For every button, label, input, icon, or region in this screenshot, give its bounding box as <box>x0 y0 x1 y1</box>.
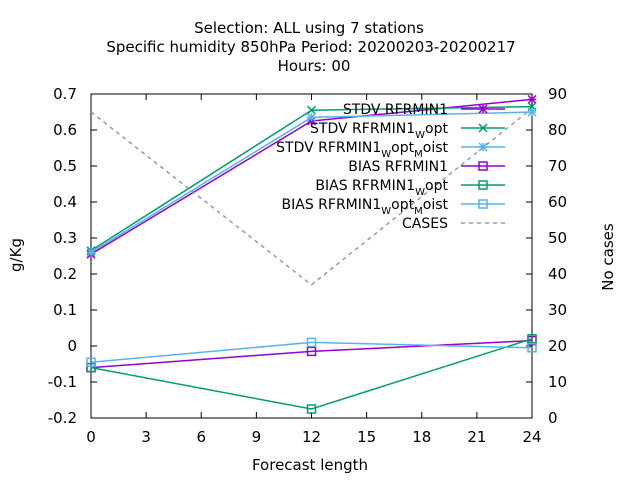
series-lines <box>86 94 537 414</box>
series-line-6 <box>90 341 533 363</box>
x-tick-label: 24 <box>522 428 541 446</box>
y2-tick-label: 80 <box>548 121 567 139</box>
y2-tick-label: 0 <box>548 409 558 427</box>
data-point <box>306 112 317 122</box>
y-tick-label: 0 <box>67 337 77 355</box>
legend-marker <box>478 142 488 152</box>
data-point <box>86 247 96 257</box>
legend-marker <box>478 104 488 114</box>
chart-title: Selection: ALL using 7 stations Specific… <box>106 19 515 75</box>
x-tick-label: 21 <box>467 428 486 446</box>
y-tick-label: 0.6 <box>53 121 77 139</box>
x-tick-label: 0 <box>86 428 96 446</box>
y-tick-label: -0.2 <box>48 409 77 427</box>
x-tick-label: 3 <box>141 428 151 446</box>
y2-tick-label: 50 <box>548 229 567 247</box>
series-line-7 <box>90 107 533 286</box>
title-line-3: Hours: 00 <box>278 57 351 75</box>
legend-label: STDV RFRMIN1 <box>343 102 448 118</box>
legend-label: BIAS RFRMIN1WoptMoist <box>282 197 449 217</box>
legend-marker <box>478 161 488 171</box>
x-tick-label: 9 <box>252 428 262 446</box>
x-tick-label: 18 <box>412 428 431 446</box>
axis-ticks: 0 3 6 9 12 15 18 21 24 -0.2 -0.1 0 0.1 0.2 0.3 0.4 0.5 0.… <box>48 85 567 446</box>
x-axis-label: Forecast length <box>252 456 368 474</box>
y-tick-label: 0.2 <box>53 265 77 283</box>
y-tick-label: 0.7 <box>53 85 77 103</box>
series-line-4 <box>90 339 533 369</box>
legend-marker <box>478 123 488 133</box>
y-axis-label: g/Kg <box>7 238 25 272</box>
data-point <box>86 362 96 373</box>
legend-label: BIAS RFRMIN1Wopt <box>315 178 448 198</box>
marker-stroke <box>306 105 317 115</box>
series-line-5 <box>90 338 533 410</box>
y2-tick-label: 40 <box>548 265 567 283</box>
title-line-2: Specific humidity 850hPa Period: 2020020… <box>106 38 515 56</box>
y2-tick-label: 60 <box>548 193 567 211</box>
y-tick-label: 0.3 <box>53 229 77 247</box>
legend-marker <box>478 180 488 190</box>
y2-tick-label: 20 <box>548 337 567 355</box>
y2-tick-label: 70 <box>548 157 567 175</box>
y2-tick-label: 30 <box>548 301 567 319</box>
legend-marker <box>478 199 488 209</box>
data-point <box>306 404 317 414</box>
y-tick-label: -0.1 <box>48 373 77 391</box>
marker-stroke <box>478 123 488 133</box>
y-tick-label: 0.1 <box>53 301 77 319</box>
data-point <box>527 334 537 344</box>
x-tick-label: 6 <box>196 428 206 446</box>
x-tick-label: 15 <box>357 428 376 446</box>
y2-tick-label: 10 <box>548 373 567 391</box>
title-line-1: Selection: ALL using 7 stations <box>194 19 424 37</box>
x-tick-label: 12 <box>302 428 321 446</box>
data-point <box>527 94 537 104</box>
legend-label: STDV RFRMIN1WoptMoist <box>276 140 448 160</box>
y2-tick-label: 90 <box>548 85 567 103</box>
data-point <box>306 337 317 348</box>
data-point <box>527 343 537 353</box>
y-tick-label: 0.4 <box>53 193 77 211</box>
data-point <box>86 357 96 367</box>
y2-axis-label: No cases <box>599 223 617 291</box>
data-point <box>306 346 317 357</box>
legend-label: CASES <box>402 216 448 232</box>
y-tick-label: 0.5 <box>53 157 77 175</box>
legend-label: BIAS RFRMIN1 <box>348 159 448 175</box>
legend-label: STDV RFRMIN1Wopt <box>310 121 448 141</box>
data-point <box>306 105 317 115</box>
